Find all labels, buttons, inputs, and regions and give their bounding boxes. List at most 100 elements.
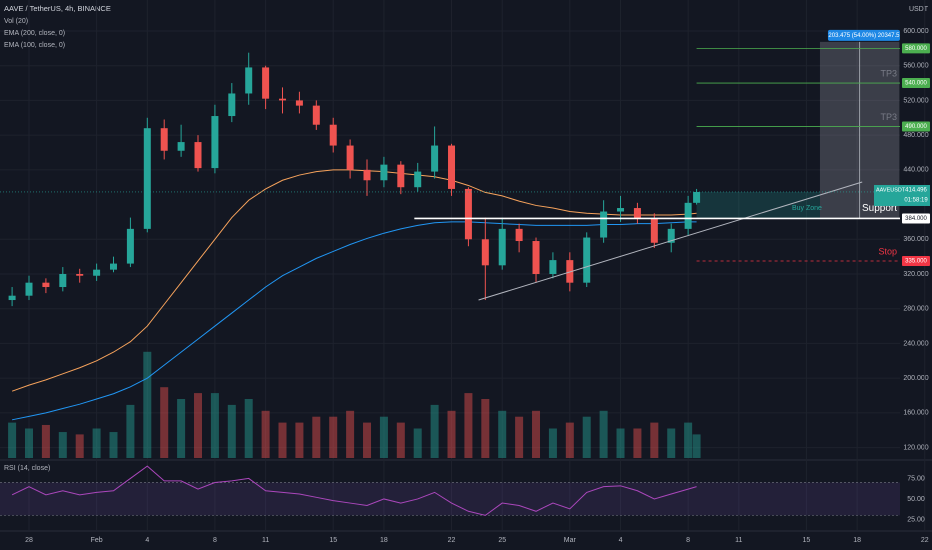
volume-bar (633, 428, 642, 458)
volume-bar (160, 387, 169, 458)
position-label: 203.475 (54.00%) 20347.5 (828, 33, 900, 39)
volume-bar (616, 428, 625, 458)
x-tick-label: 18 (853, 537, 861, 544)
level-tag-label: 384.000 (905, 216, 927, 222)
candle-body (160, 128, 168, 151)
level-tag-label: 540.000 (905, 81, 927, 87)
candle-body (532, 241, 540, 275)
candle-body (600, 211, 608, 238)
x-tick-label: 22 (448, 537, 456, 544)
candle-body (262, 67, 270, 99)
volume-bar (346, 410, 355, 458)
volume-bar (41, 424, 50, 458)
candle-body (448, 145, 456, 189)
x-tick-label: 25 (498, 537, 506, 544)
x-tick-label: 8 (686, 537, 690, 544)
trendline (478, 181, 863, 301)
y-tick-label: 320.000 (903, 271, 928, 278)
candle-body (363, 169, 371, 181)
candle-body (397, 164, 405, 188)
candle-body (329, 124, 337, 146)
volume-bar (8, 422, 17, 458)
level-tag-label: 490.000 (905, 124, 927, 130)
level-tag (902, 121, 930, 132)
candle-body (312, 105, 320, 125)
candle-body (245, 67, 253, 94)
candle-body (693, 191, 701, 203)
candle-body (583, 237, 591, 283)
volume-bar (109, 432, 118, 458)
candle-body (211, 116, 219, 169)
level-text: TP3 (880, 68, 897, 78)
candle-body (549, 260, 557, 275)
candle-body (650, 218, 658, 243)
y-tick-label: 560.000 (903, 63, 928, 70)
candle-body (126, 228, 134, 264)
y-tick-label: 120.000 (903, 444, 928, 451)
x-tick-label: 4 (145, 537, 149, 544)
volume-bar (126, 404, 135, 458)
x-tick-label: 15 (803, 537, 811, 544)
level-tag (902, 255, 930, 266)
x-tick-label: 11 (262, 537, 269, 544)
candle-body (346, 145, 354, 170)
x-tick-label: 18 (380, 537, 388, 544)
candle-body (633, 208, 641, 219)
candle-body (59, 274, 67, 288)
volume-bar (58, 432, 67, 458)
level-tag (902, 43, 930, 54)
rsi-tick-label: 75.00 (907, 475, 925, 482)
candle-body (481, 239, 489, 266)
countdown: 01:58:19 (904, 198, 928, 204)
candle-body (684, 202, 692, 229)
level-tag-label: 580.000 (905, 46, 927, 52)
volume-bar (244, 399, 253, 458)
x-tick-label: 22 (921, 537, 929, 544)
volume-bar (295, 422, 304, 458)
y-tick-label: 280.000 (903, 306, 928, 313)
y-tick-label: 520.000 (903, 97, 928, 104)
candle-body (194, 142, 202, 169)
volume-bar (515, 416, 524, 458)
candle-body (566, 260, 574, 283)
level-text: Support (862, 203, 897, 214)
candle-body (617, 208, 625, 212)
candle-body (25, 282, 33, 296)
candle-body (76, 274, 84, 276)
x-tick-label: 8 (213, 537, 217, 544)
currency: USDT (909, 6, 929, 13)
ema-line (12, 221, 697, 421)
candle-body (431, 145, 439, 172)
volume-bar (379, 416, 388, 458)
rsi-line (11, 465, 697, 516)
candle-body (143, 128, 151, 229)
volume-bar (498, 410, 507, 458)
x-tick-label: Mar (564, 537, 577, 544)
candle-body (110, 263, 118, 270)
candle-body (414, 171, 422, 188)
candle-body (464, 188, 472, 240)
y-tick-label: 480.000 (903, 132, 928, 139)
x-tick-label: 11 (735, 537, 742, 544)
volume-bar (464, 393, 473, 458)
legend-entry: EMA (100, close, 0) (4, 42, 65, 49)
candle-body (279, 98, 287, 101)
volume-bar (194, 393, 203, 458)
volume-bar (75, 434, 84, 458)
legend-entry: Vol (20) (4, 18, 28, 25)
y-tick-label: 200.000 (903, 375, 928, 382)
level-tag (902, 213, 930, 224)
volume-bar (532, 410, 541, 458)
volume-bar (650, 422, 659, 458)
volume-bar (667, 428, 676, 458)
x-tick-label: Feb (91, 537, 103, 544)
candle-body (515, 228, 523, 242)
candle-body (667, 228, 675, 243)
volume-bar (565, 422, 574, 458)
level-tag-label: 335.000 (905, 259, 927, 265)
volume-bar (582, 416, 591, 458)
buy-zone-label: Buy Zone (792, 205, 822, 212)
legend-entry: EMA (200, close, 0) (4, 30, 65, 37)
